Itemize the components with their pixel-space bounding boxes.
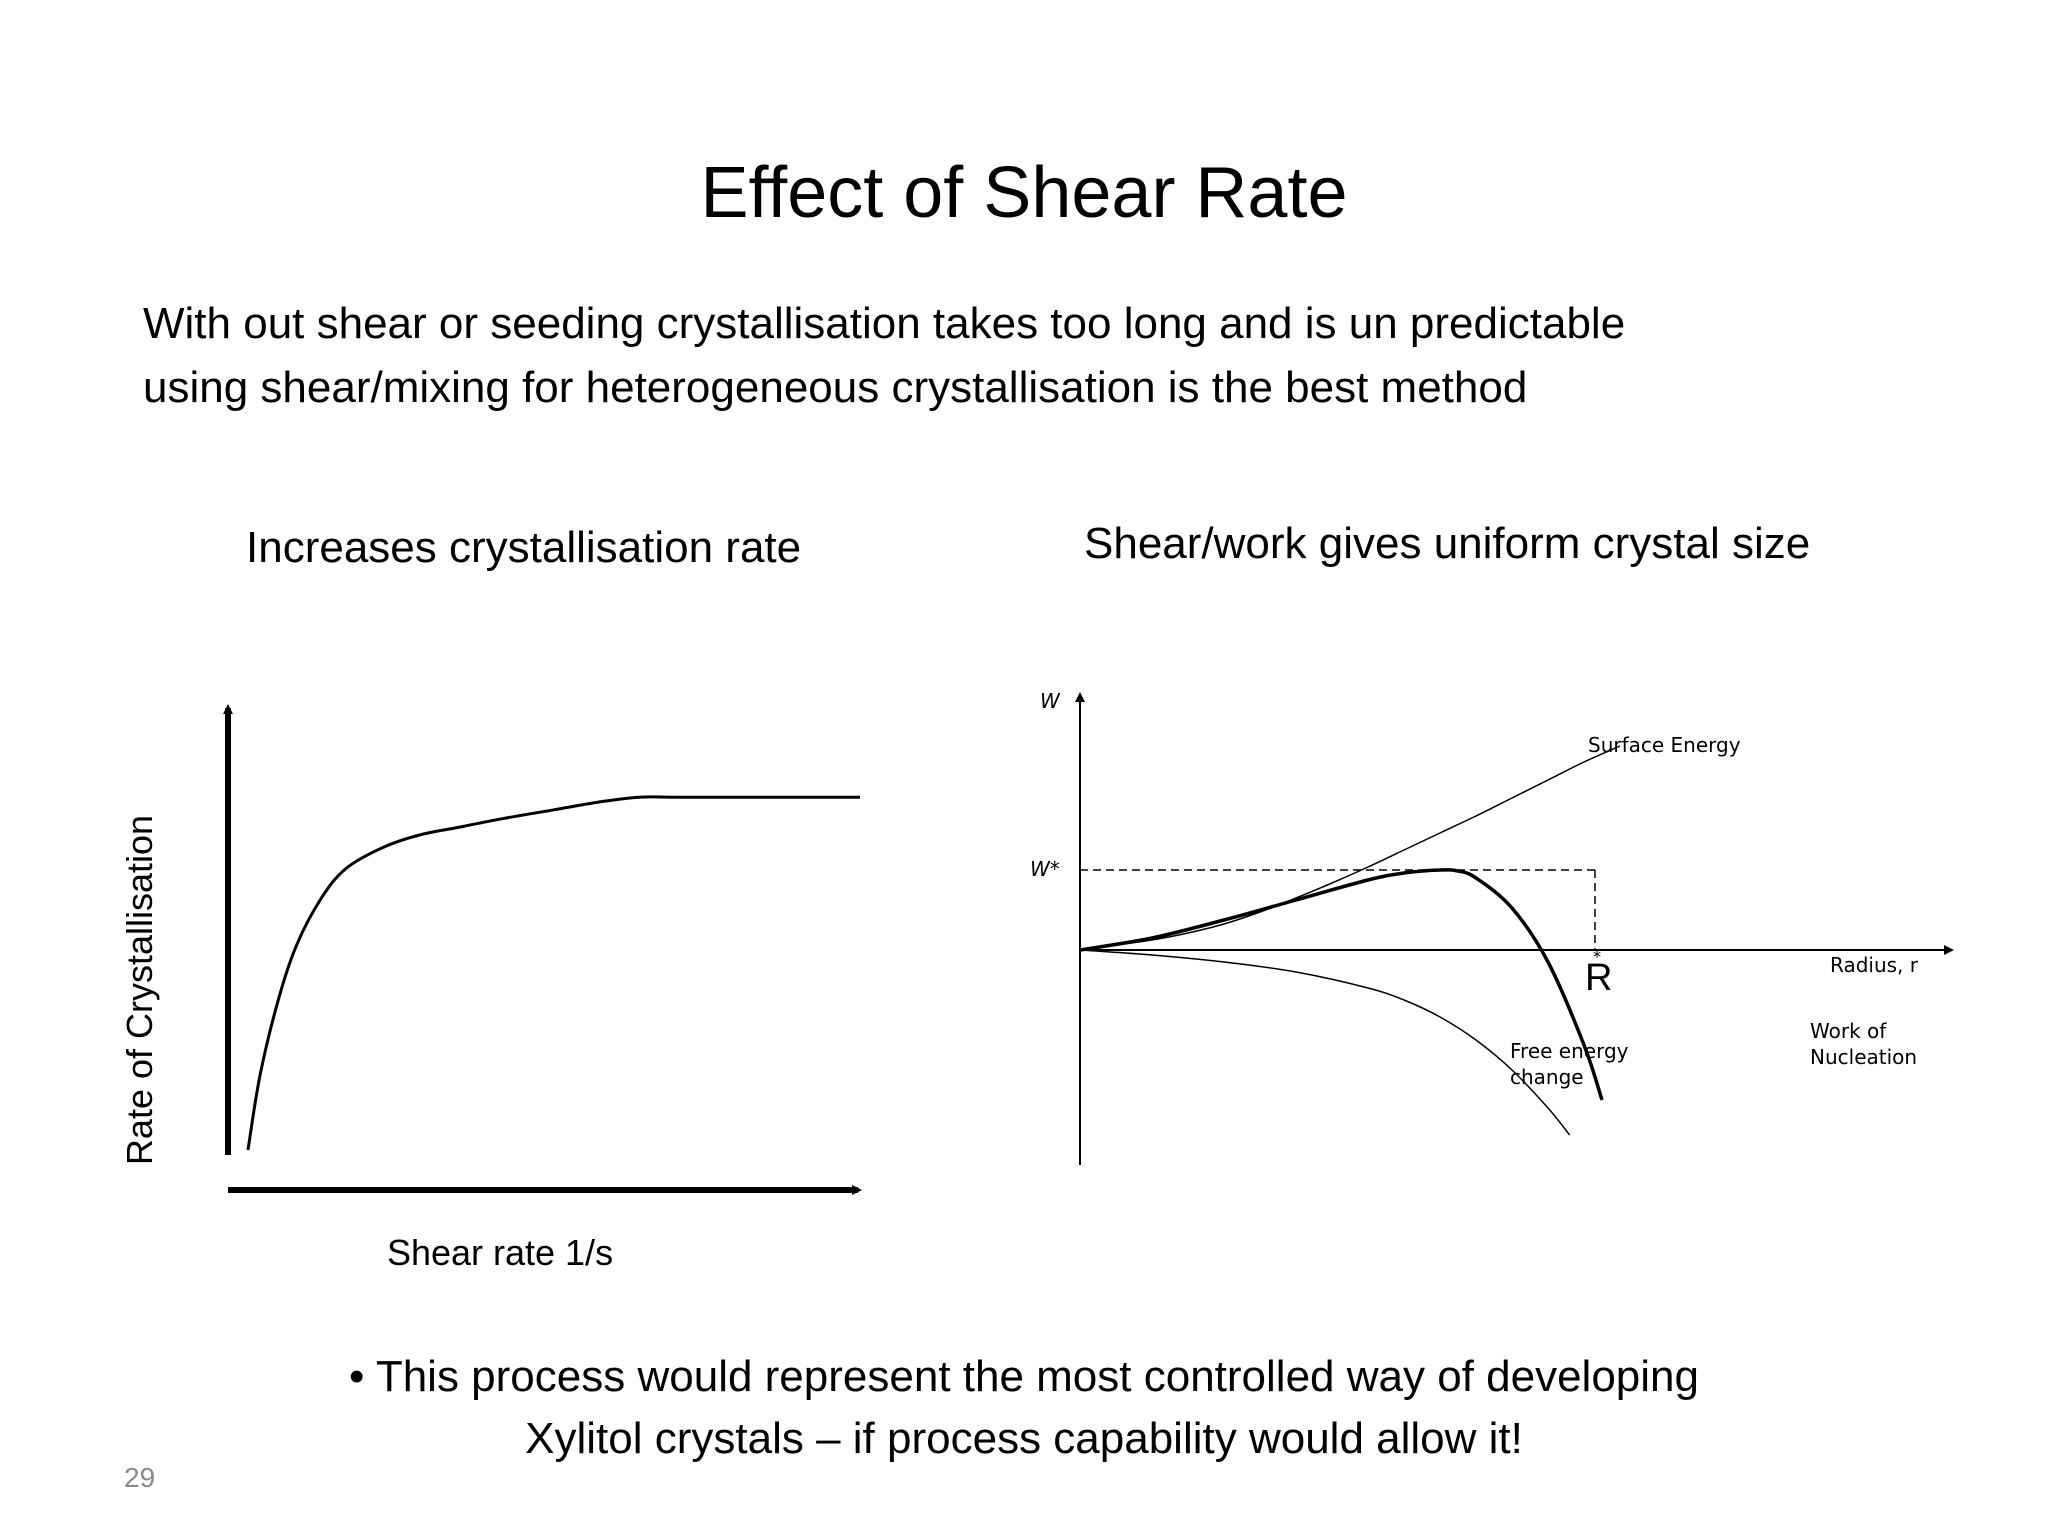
r-star-label: R: [1585, 957, 1612, 999]
surface-energy-curve: [1079, 745, 1621, 951]
radius-axis-label: Radius, r: [1830, 953, 1919, 977]
right-chart-heading: Shear/work gives uniform crystal size: [1084, 519, 1811, 568]
work-of-nucleation-annotation: Work of Nucleation: [1810, 1019, 1917, 1069]
slide-title: Effect of Shear Rate: [700, 153, 1348, 233]
crystallisation-rate-chart: Rate of Crystallisation Shear rate 1/s: [119, 704, 862, 1273]
surface-energy-annotation: Surface Energy: [1588, 733, 1741, 757]
intro-line-2: using shear/mixing for heterogeneous cry…: [143, 363, 1528, 412]
r-star-asterisk: *: [1593, 947, 1601, 966]
rate-curve: [246, 795, 860, 1151]
intro-text: With out shear or seeding crystallisatio…: [143, 292, 1625, 420]
w-axis-label: W: [1040, 689, 1061, 713]
bullet-line-1: • This process would represent the most …: [349, 1352, 1699, 1401]
left-chart-heading: Increases crystallisation rate: [246, 523, 802, 572]
intro-line-1: With out shear or seeding crystallisatio…: [143, 299, 1626, 348]
free-energy-curve: [1079, 949, 1571, 1136]
free-energy-annotation: Free energy change: [1510, 1039, 1635, 1089]
nucleation-energy-chart: W W* R * Radius, r Surface Energy Free e…: [1030, 689, 1954, 1165]
work-of-nucleation-curve: [1079, 868, 1604, 1101]
x-axis-label: Shear rate 1/s: [387, 1232, 613, 1273]
w-star-label: W*: [1030, 857, 1060, 881]
y-axis-label: Rate of Crystallisation: [119, 815, 160, 1165]
conclusion-bullet: • This process would represent the most …: [0, 1346, 2048, 1470]
page-number: 29: [124, 1462, 156, 1493]
bullet-line-2: Xylitol crystals – if process capability…: [525, 1414, 1523, 1463]
